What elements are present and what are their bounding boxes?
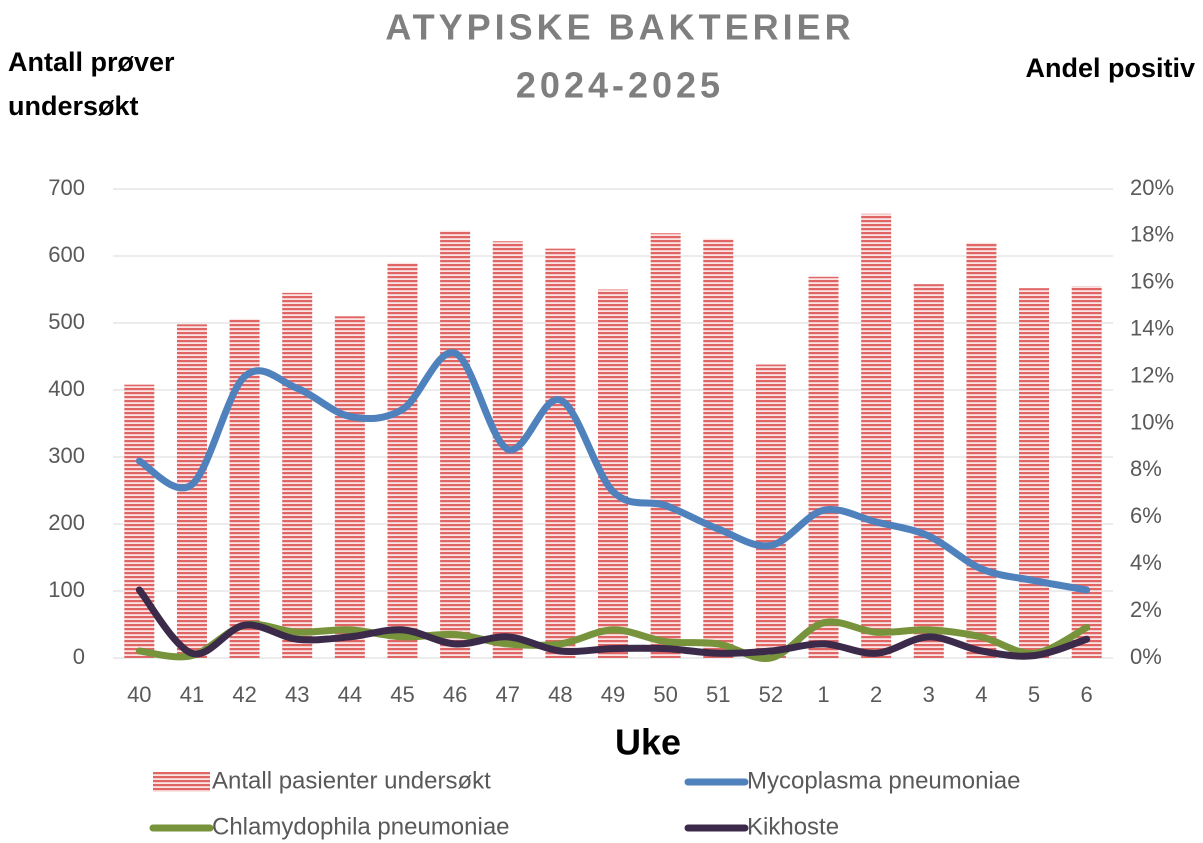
y-tick-label: 500 [48,309,85,334]
y2-tick-label: 6% [1130,503,1162,528]
x-tick-label: 52 [759,682,783,707]
bar [387,262,418,658]
bar [966,242,997,658]
bar [650,233,681,658]
line [135,349,1091,594]
y2-tick-label: 12% [1130,362,1174,387]
x-tick-label: 43 [285,682,309,707]
line [135,618,1091,663]
y-axis-title: undersøkt [8,91,139,121]
x-tick-label: 1 [817,682,829,707]
bar [282,292,313,658]
y2-tick-label: 20% [1130,175,1174,200]
x-tick-label: 46 [443,682,467,707]
y-tick-label: 100 [48,577,85,602]
x-tick-label: 48 [548,682,572,707]
bar [808,276,839,658]
legend-label: Antall pasienter undersøkt [212,767,491,794]
x-tick-label: 6 [1081,682,1093,707]
y-axis-title: Antall prøver [8,47,175,77]
x-axis-title: Uke [615,722,681,763]
y-tick-label: 600 [48,242,85,267]
x-tick-label: 50 [653,682,677,707]
legend-label: Chlamydophila pneumoniae [212,813,510,840]
y2-tick-label: 4% [1130,550,1162,575]
chart-title: 2024-2025 [516,65,724,106]
x-tick-label: 42 [232,682,256,707]
chart-title: ATYPISKE BAKTERIER [385,7,854,48]
y2-tick-label: 8% [1130,456,1162,481]
bar [1071,286,1102,658]
y2-axis-title: Andel positiv [1025,53,1195,83]
line [135,586,1091,660]
x-tick-label: 3 [923,682,935,707]
y2-tick-label: 16% [1130,269,1174,294]
x-tick-label: 2 [870,682,882,707]
x-tick-label: 49 [601,682,625,707]
bar [1019,288,1050,658]
y-tick-label: 300 [48,443,85,468]
x-tick-label: 40 [127,682,151,707]
legend-label: Kikhoste [747,813,839,840]
x-tick-label: 47 [495,682,519,707]
legend-swatch [153,772,210,792]
legend-label: Mycoplasma pneumoniae [747,767,1020,794]
y2-tick-label: 18% [1130,222,1174,247]
x-tick-label: 45 [390,682,414,707]
bar [913,284,944,658]
y2-tick-label: 10% [1130,409,1174,434]
x-tick-label: 5 [1028,682,1040,707]
x-tick-label: 41 [180,682,204,707]
y-tick-label: 0 [73,644,85,669]
y-tick-label: 700 [48,175,85,200]
bar [334,316,365,658]
bar [124,384,155,658]
bar [440,230,471,659]
bar [703,238,734,658]
y2-tick-label: 2% [1130,597,1162,622]
bar [545,248,576,658]
x-tick-label: 51 [706,682,730,707]
bar [861,213,892,659]
y-tick-label: 200 [48,510,85,535]
x-tick-label: 44 [338,682,362,707]
y2-tick-label: 14% [1130,316,1174,341]
y-tick-label: 400 [48,376,85,401]
bar [755,364,786,658]
x-tick-label: 4 [975,682,987,707]
y2-tick-label: 0% [1130,644,1162,669]
